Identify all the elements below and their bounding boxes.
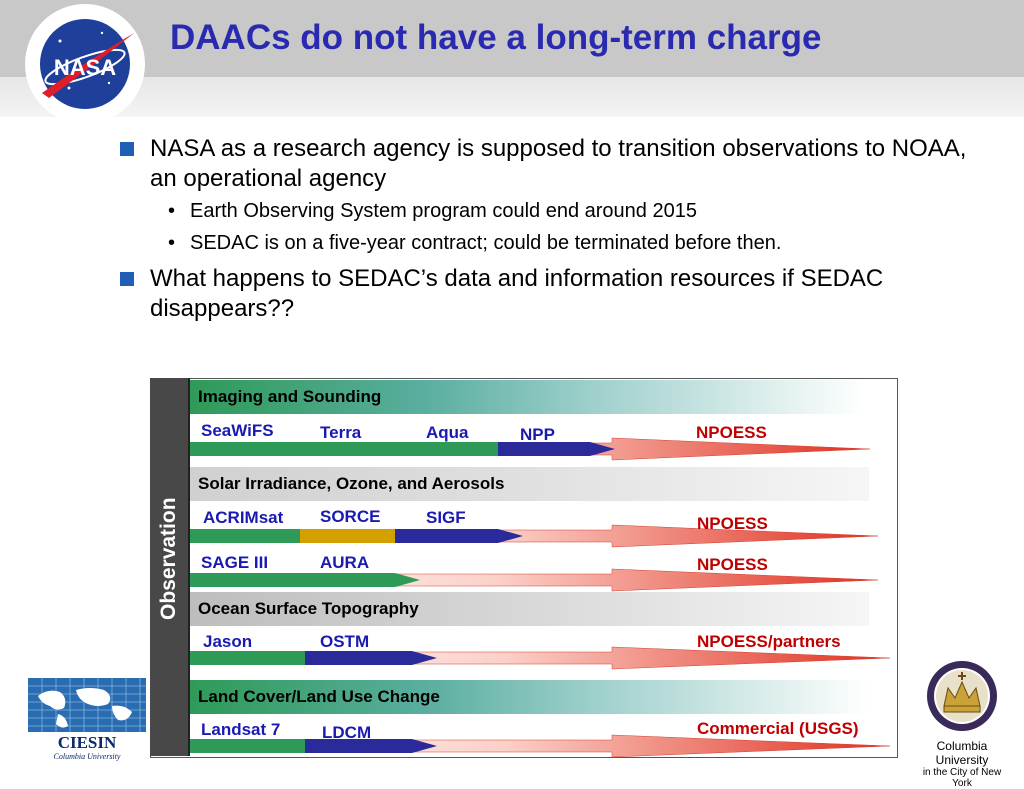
sub-bullet-item: • Earth Observing System program could e… xyxy=(118,198,998,224)
mission-arrow xyxy=(300,529,420,543)
mission-label: SIGF xyxy=(426,508,466,527)
mission-arrow xyxy=(189,651,330,665)
observation-label: Observation xyxy=(149,497,189,620)
mission-label: LDCM xyxy=(322,723,372,742)
columbia-name: Columbia University xyxy=(935,739,989,767)
slide-title: DAACs do not have a long-term charge xyxy=(170,18,822,57)
ciesin-logo: CIESIN Columbia University xyxy=(28,678,146,761)
future-mission-label: Commercial (USGS) xyxy=(697,719,859,738)
mission-arrow xyxy=(189,573,325,587)
bullet-item: NASA as a research agency is supposed to… xyxy=(118,134,998,194)
mission-arrow xyxy=(305,739,437,753)
mission-arrows xyxy=(188,437,891,758)
future-mission-label: NPOESS/partners xyxy=(697,632,841,651)
square-bullet-icon xyxy=(120,272,134,286)
mission-arrow xyxy=(395,442,523,456)
dot-bullet-icon: • xyxy=(168,232,176,254)
square-bullet-icon xyxy=(120,142,134,156)
sub-bullet-text: SEDAC is on a five-year contract; could … xyxy=(190,232,782,254)
sub-bullet-item: • SEDAC is on a five-year contract; coul… xyxy=(118,230,998,256)
columbia-subtitle: in the City of New York xyxy=(922,767,1002,789)
mission-label: ACRIMsat xyxy=(203,508,284,527)
columbia-crown-icon xyxy=(927,661,997,731)
mission-arrow xyxy=(395,529,523,543)
category-band: Imaging and Sounding xyxy=(189,380,865,414)
category-band: Solar Irradiance, Ozone, and Aerosols xyxy=(189,467,869,501)
mission-arrow xyxy=(305,651,437,665)
observation-bar xyxy=(150,378,190,756)
mission-label: SAGE III xyxy=(201,553,269,572)
mission-label: Landsat 7 xyxy=(201,720,281,739)
category-label: Solar Irradiance, Ozone, and Aerosols xyxy=(198,474,505,493)
mission-arrow xyxy=(300,573,420,587)
future-mission-label: NPOESS xyxy=(696,423,767,442)
mission-label: SeaWiFS xyxy=(201,421,274,440)
svg-text:CIESIN: CIESIN xyxy=(58,733,117,752)
future-mission-label: NPOESS xyxy=(697,514,768,533)
mission-label: Jason xyxy=(203,632,253,651)
bullet-text: What happens to SEDAC’s data and informa… xyxy=(150,265,884,322)
bullet-list: NASA as a research agency is supposed to… xyxy=(118,134,998,328)
bullet-text: NASA as a research agency is supposed to… xyxy=(150,135,967,192)
svg-text:Columbia University: Columbia University xyxy=(54,752,121,761)
sub-bullet-text: Earth Observing System program could end… xyxy=(190,200,697,222)
mission-arrow xyxy=(498,442,615,456)
category-label: Land Cover/Land Use Change xyxy=(198,687,440,706)
mission-arrow xyxy=(189,739,330,753)
dot-bullet-icon: • xyxy=(168,200,176,222)
mission-label: NPP xyxy=(520,425,555,444)
columbia-logo: Columbia University in the City of New Y… xyxy=(912,660,1012,789)
category-band: Ocean Surface Topography xyxy=(189,592,869,626)
mission-arrow xyxy=(189,529,325,543)
future-mission-label: NPOESS xyxy=(697,555,768,574)
header-band-lower xyxy=(0,77,1024,117)
mission-arrow xyxy=(189,442,315,456)
svg-text:NASA: NASA xyxy=(54,55,116,80)
nasa-logo: NASA xyxy=(25,4,145,124)
category-band: Land Cover/Land Use Change xyxy=(189,680,869,714)
mission-label: Aqua xyxy=(426,423,469,442)
category-label: Imaging and Sounding xyxy=(198,387,382,406)
mission-label: Terra xyxy=(320,423,362,442)
category-label: Ocean Surface Topography xyxy=(198,599,419,618)
mission-label: AURA xyxy=(320,553,370,572)
bullet-item: What happens to SEDAC’s data and informa… xyxy=(118,264,998,324)
header-band xyxy=(0,0,1024,77)
mission-arrow xyxy=(290,442,420,456)
mission-label: SORCE xyxy=(320,507,381,526)
mission-label: OSTM xyxy=(320,632,370,651)
